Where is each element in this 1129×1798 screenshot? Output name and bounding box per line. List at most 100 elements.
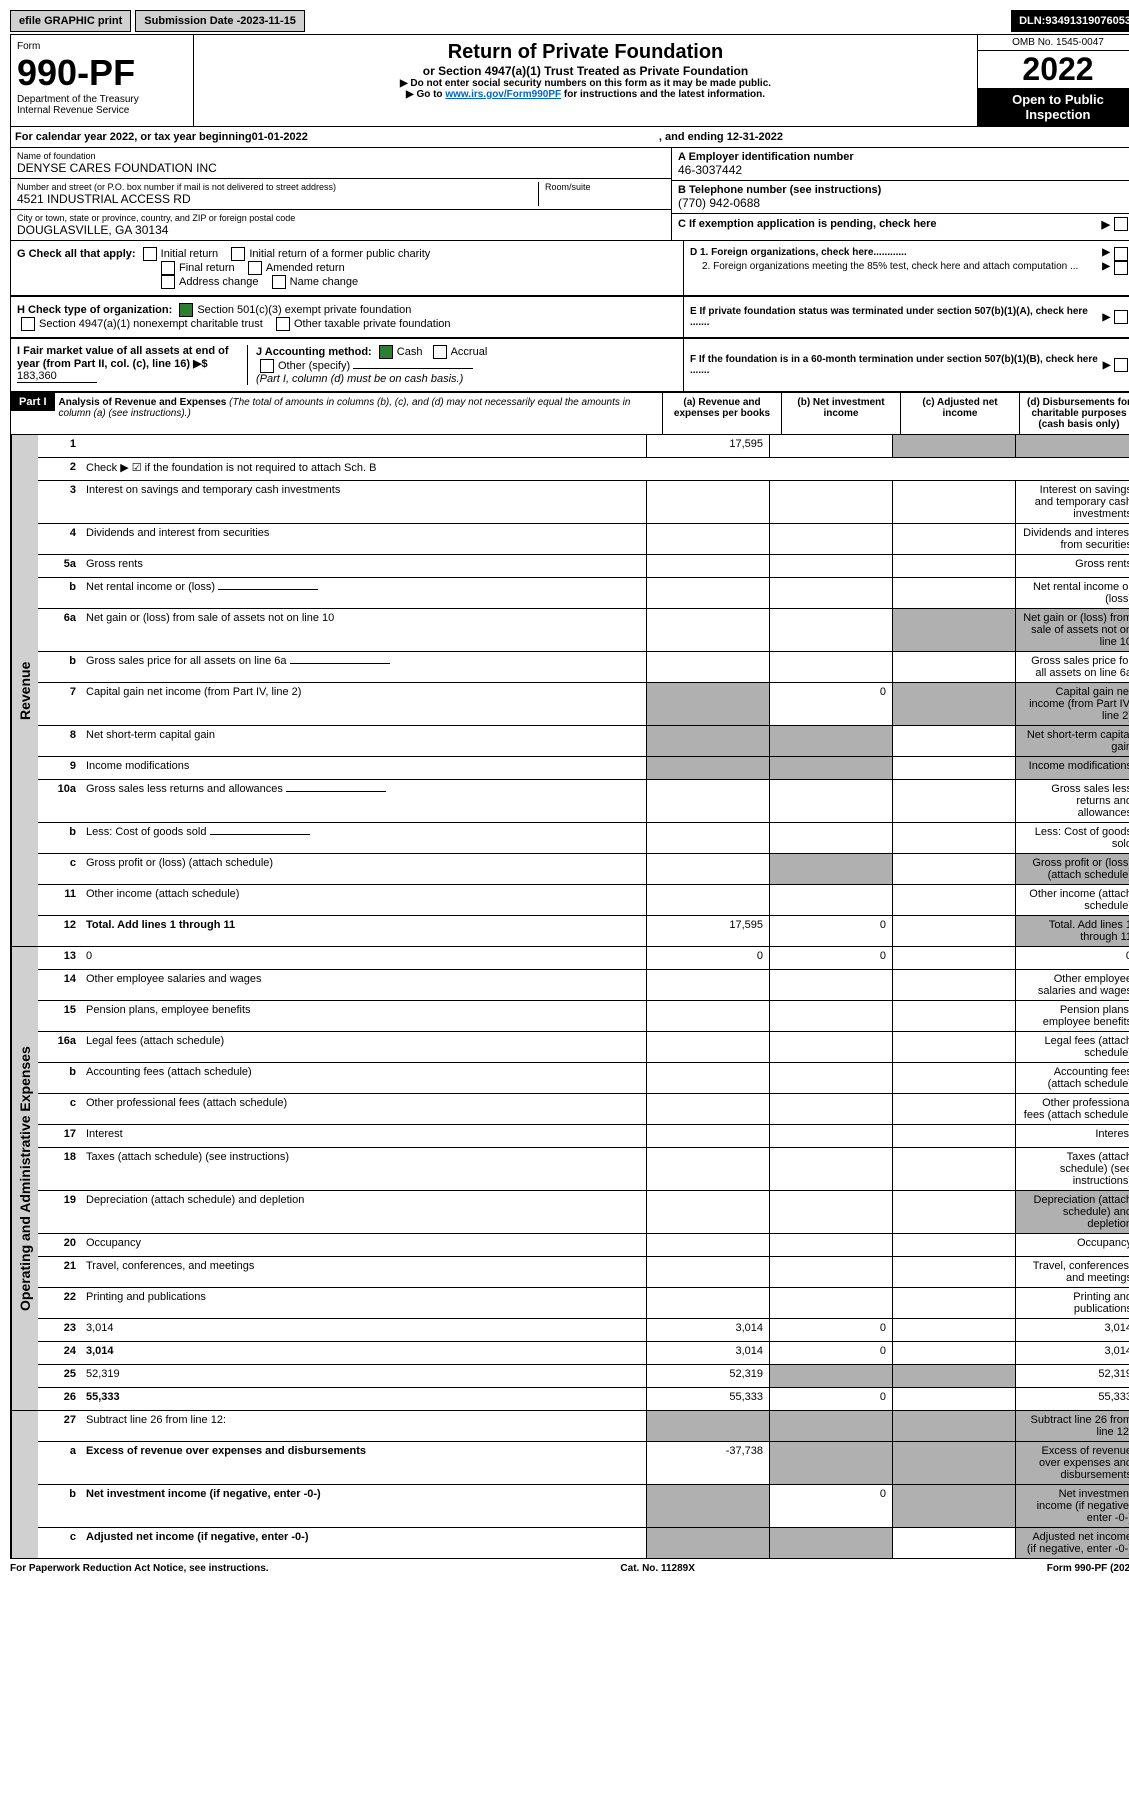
line-27-col-a	[646, 1411, 769, 1441]
d2-checkbox[interactable]	[1114, 261, 1128, 275]
line-11-col-b	[769, 885, 892, 915]
e-checkbox[interactable]	[1114, 310, 1128, 324]
line-19-col-b	[769, 1191, 892, 1233]
line-a-col-d: Excess of revenue over expenses and disb…	[1015, 1442, 1129, 1484]
g-initial-checkbox[interactable]	[143, 247, 157, 261]
line-23-col-b: 0	[769, 1319, 892, 1341]
d1-checkbox[interactable]	[1114, 247, 1128, 261]
line-num: 10a	[38, 780, 82, 822]
g-amended-checkbox[interactable]	[248, 261, 262, 275]
line-num: 7	[38, 683, 82, 725]
line-13-col-b: 0	[769, 947, 892, 969]
h-other-checkbox[interactable]	[276, 317, 290, 331]
line-c-col-c	[892, 1094, 1015, 1124]
line-num: 3	[38, 481, 82, 523]
submission-date: Submission Date - 2023-11-15	[135, 10, 305, 32]
line-13-col-a: 0	[646, 947, 769, 969]
line-10a-col-a	[646, 780, 769, 822]
j-cash-checkbox[interactable]	[379, 345, 393, 359]
g-name-checkbox[interactable]	[272, 275, 286, 289]
g-final-checkbox[interactable]	[161, 261, 175, 275]
line-desc: Check ▶ ☑ if the foundation is not requi…	[82, 458, 1129, 480]
line-7-col-a	[646, 683, 769, 725]
line-4-col-a	[646, 524, 769, 554]
line-1-col-a: 17,595	[646, 435, 769, 457]
line-6a-col-b	[769, 609, 892, 651]
f-label: F If the foundation is in a 60-month ter…	[690, 354, 1103, 376]
line-desc: 3,014	[82, 1342, 646, 1364]
city: DOUGLASVILLE, GA 30134	[17, 223, 665, 237]
line-21-col-c	[892, 1257, 1015, 1287]
line-16a-col-d: Legal fees (attach schedule)	[1015, 1032, 1129, 1062]
line-27-col-c	[892, 1411, 1015, 1441]
line-4-col-b	[769, 524, 892, 554]
line-desc: Gross sales price for all assets on line…	[82, 652, 646, 682]
line-25-col-d: 52,319	[1015, 1365, 1129, 1387]
line-26-col-a: 55,333	[646, 1388, 769, 1410]
line-num: c	[38, 854, 82, 884]
line-b-col-d: Net investment income (if negative, ente…	[1015, 1485, 1129, 1527]
line-num: 20	[38, 1234, 82, 1256]
line-num: c	[38, 1528, 82, 1558]
line-desc: 3,014	[82, 1319, 646, 1341]
line-3-col-c	[892, 481, 1015, 523]
line-desc: Adjusted net income (if negative, enter …	[82, 1528, 646, 1558]
line-num: 16a	[38, 1032, 82, 1062]
h-4947: Section 4947(a)(1) nonexempt charitable …	[39, 318, 263, 330]
line-24-col-a: 3,014	[646, 1342, 769, 1364]
line-23-col-d: 3,014	[1015, 1319, 1129, 1341]
j-other-checkbox[interactable]	[260, 359, 274, 373]
line-desc: Depreciation (attach schedule) and deple…	[82, 1191, 646, 1233]
line-12-col-b: 0	[769, 916, 892, 946]
line-b-col-d: Less: Cost of goods sold	[1015, 823, 1129, 853]
line-12-col-d: Total. Add lines 1 through 11	[1015, 916, 1129, 946]
line-b-col-b	[769, 578, 892, 608]
j-accrual-checkbox[interactable]	[433, 345, 447, 359]
line-5a-col-b	[769, 555, 892, 577]
line-b-col-c	[892, 652, 1015, 682]
line-desc: Printing and publications	[82, 1288, 646, 1318]
line-c-col-b	[769, 1094, 892, 1124]
addr-label: Number and street (or P.O. box number if…	[17, 182, 538, 192]
line-20-col-d: Occupancy	[1015, 1234, 1129, 1256]
h-4947-checkbox[interactable]	[21, 317, 35, 331]
line-10a-col-c	[892, 780, 1015, 822]
line-7-col-c	[892, 683, 1015, 725]
g-initial-pub-checkbox[interactable]	[231, 247, 245, 261]
h-501-checkbox[interactable]	[179, 303, 193, 317]
line-num: 18	[38, 1148, 82, 1190]
tax-year: 2022	[978, 51, 1129, 88]
j-other: Other (specify)	[278, 360, 350, 372]
line-20-col-c	[892, 1234, 1015, 1256]
line-6a-col-a	[646, 609, 769, 651]
line-25-col-a: 52,319	[646, 1365, 769, 1387]
line-9-col-d: Income modifications	[1015, 757, 1129, 779]
line-22-col-a	[646, 1288, 769, 1318]
line-7-col-d: Capital gain net income (from Part IV, l…	[1015, 683, 1129, 725]
form990pf-link[interactable]: www.irs.gov/Form990PF	[445, 89, 561, 100]
form-word: Form	[17, 41, 187, 52]
line-num: 24	[38, 1342, 82, 1364]
line-20-col-b	[769, 1234, 892, 1256]
line-24-col-c	[892, 1342, 1015, 1364]
line-26-col-c	[892, 1388, 1015, 1410]
line-24-col-b: 0	[769, 1342, 892, 1364]
instr2: ▶ Go to www.irs.gov/Form990PF for instru…	[200, 89, 971, 100]
line-num: 14	[38, 970, 82, 1000]
line-11-col-d: Other income (attach schedule)	[1015, 885, 1129, 915]
g-addr-checkbox[interactable]	[161, 275, 175, 289]
line-num: 27	[38, 1411, 82, 1441]
efile-print-button[interactable]: efile GRAPHIC print	[10, 10, 131, 32]
line-13-col-d: 0	[1015, 947, 1129, 969]
spacer	[11, 1411, 38, 1558]
line-num: 4	[38, 524, 82, 554]
line-desc: Capital gain net income (from Part IV, l…	[82, 683, 646, 725]
c-checkbox[interactable]	[1114, 217, 1128, 231]
line-3-col-d: Interest on savings and temporary cash i…	[1015, 481, 1129, 523]
line-22-col-b	[769, 1288, 892, 1318]
f-checkbox[interactable]	[1114, 358, 1128, 372]
line-num: 19	[38, 1191, 82, 1233]
d2-label: 2. Foreign organizations meeting the 85%…	[702, 261, 1078, 275]
line-26-col-d: 55,333	[1015, 1388, 1129, 1410]
line-b-col-a	[646, 652, 769, 682]
